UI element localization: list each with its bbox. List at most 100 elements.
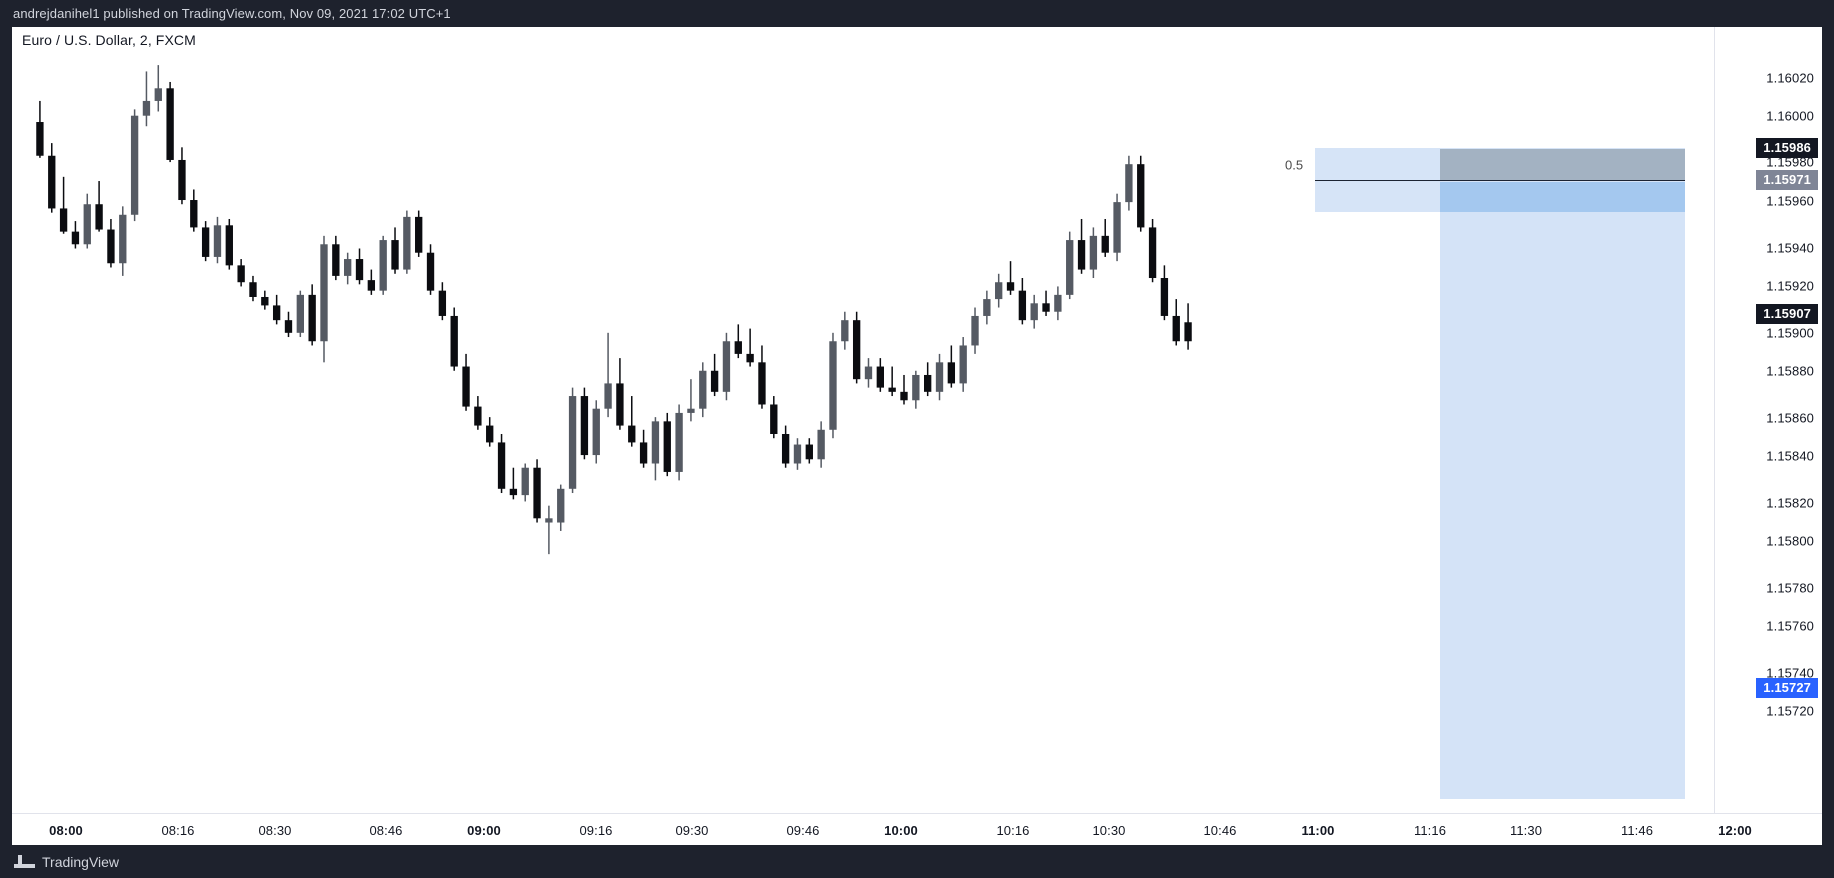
- candle-body: [59, 208, 68, 232]
- candle-wick: [548, 505, 550, 555]
- candle-body: [687, 408, 695, 413]
- price-tick-9: 1.15840: [1766, 448, 1814, 464]
- candle-body: [71, 231, 80, 245]
- time-tick-3: 08:46: [369, 823, 403, 838]
- candle-body: [1160, 278, 1169, 316]
- price-tick-14: 1.15740: [1766, 665, 1814, 681]
- candle-body: [841, 320, 849, 342]
- candle-body: [296, 294, 304, 333]
- candle-body: [403, 216, 411, 270]
- candle-body: [793, 444, 802, 464]
- candle-body: [1006, 282, 1015, 291]
- candle-body: [178, 159, 186, 201]
- candle-body: [983, 299, 991, 316]
- candle-wick: [631, 396, 633, 447]
- candle-body: [663, 421, 671, 472]
- fib-level-label: 0.5: [1285, 157, 1304, 173]
- chart-pane[interactable]: Euro / U.S. Dollar, 2, FXCM 0.5: [12, 27, 1714, 813]
- candle-body: [533, 467, 541, 519]
- price-tick-8: 1.15860: [1766, 410, 1814, 426]
- projection-box-upper[interactable]: [1440, 149, 1685, 180]
- price-tick-1: 1.16000: [1766, 108, 1814, 124]
- candle-wick: [607, 332, 609, 418]
- candle-body: [829, 341, 837, 430]
- time-tick-16: 12:00: [1718, 823, 1752, 838]
- projection-box-lower[interactable]: [1440, 212, 1685, 799]
- candle-body: [130, 115, 139, 215]
- candle-body: [107, 229, 115, 264]
- candle-body: [770, 404, 778, 434]
- price-tick-6: 1.15900: [1766, 325, 1814, 341]
- candle-body: [462, 366, 470, 407]
- candle-body: [959, 345, 967, 384]
- time-tick-6: 09:30: [675, 823, 709, 838]
- candle-body: [391, 240, 399, 270]
- candle-body: [710, 370, 719, 392]
- candle-body: [864, 366, 873, 380]
- time-tick-0: 08:00: [49, 823, 83, 838]
- candle-body: [415, 216, 423, 253]
- candle-body: [272, 305, 281, 321]
- price-scale[interactable]: 1.16020 1.16000 1.15980 1.15960 1.15940 1.159…: [1714, 27, 1822, 813]
- candle-wick: [1009, 261, 1012, 295]
- price-tick-5: 1.15920: [1766, 278, 1814, 294]
- time-tick-11: 10:46: [1203, 823, 1237, 838]
- candle-body: [367, 280, 376, 291]
- price-badge-2[interactable]: 1.15907: [1756, 304, 1818, 324]
- candle-body: [651, 421, 660, 464]
- time-tick-5: 09:16: [579, 823, 613, 838]
- candle-body: [426, 252, 435, 291]
- candle-body: [604, 383, 612, 409]
- price-tick-3: 1.15960: [1766, 193, 1814, 209]
- candle-body: [474, 406, 482, 426]
- candle-wick: [145, 71, 148, 127]
- attribution-bar: andrejdanihel1 published on TradingView.…: [0, 0, 1834, 27]
- price-tick-15: 1.15720: [1766, 703, 1814, 719]
- candle-body: [699, 370, 707, 409]
- candle-body: [1077, 240, 1086, 270]
- candle-body: [1089, 235, 1098, 270]
- time-tick-2: 08:30: [258, 823, 292, 838]
- candle-body: [592, 408, 600, 456]
- price-tick-4: 1.15940: [1766, 240, 1814, 256]
- candle-body: [1030, 303, 1038, 321]
- footer-brand-label: TradingView: [42, 853, 120, 870]
- price-tick-10: 1.15820: [1766, 495, 1814, 511]
- candle-body: [521, 467, 529, 496]
- price-tick-13: 1.15760: [1766, 618, 1814, 634]
- candle-body: [237, 265, 245, 283]
- candlestick-series: [36, 65, 1192, 555]
- candle-wick: [891, 366, 893, 397]
- candle-body: [320, 244, 328, 342]
- price-badge-1[interactable]: 1.15971: [1756, 170, 1818, 190]
- candle-body: [722, 341, 731, 392]
- candle-body: [142, 100, 151, 116]
- candle-body: [817, 429, 825, 460]
- price-badge-3[interactable]: 1.15727: [1756, 678, 1818, 698]
- candle-body: [344, 259, 352, 276]
- price-badge-0[interactable]: 1.15986: [1756, 138, 1818, 158]
- tradingview-logo-icon: [14, 855, 35, 868]
- time-tick-4: 09:00: [467, 823, 501, 838]
- candle-body: [580, 396, 589, 456]
- candle-body: [852, 320, 861, 380]
- candle-body: [201, 227, 210, 257]
- candle-body: [1137, 164, 1145, 228]
- chart-frame: Euro / U.S. Dollar, 2, FXCM 0.5 1.16020 1…: [12, 27, 1822, 845]
- chart-legend-symbol[interactable]: Euro / U.S. Dollar, 2, FXCM: [22, 32, 196, 48]
- candle-body: [497, 442, 506, 489]
- price-tick-0: 1.16020: [1766, 70, 1814, 86]
- projection-box-mid[interactable]: [1440, 182, 1685, 212]
- candle-body: [36, 122, 44, 156]
- candle-body: [509, 488, 518, 496]
- candle-body: [48, 155, 56, 209]
- fib-level-line[interactable]: [1315, 180, 1685, 181]
- candle-body: [225, 225, 233, 266]
- time-scale[interactable]: 08:00 08:16 08:30 08:46 09:00 09:16 09:30 09:46…: [12, 795, 1822, 845]
- candle-body: [805, 444, 813, 460]
- candle-body: [971, 315, 979, 346]
- candle-body: [95, 204, 103, 230]
- candle-body: [912, 374, 920, 401]
- candle-body: [154, 88, 162, 101]
- candle-body: [450, 315, 458, 367]
